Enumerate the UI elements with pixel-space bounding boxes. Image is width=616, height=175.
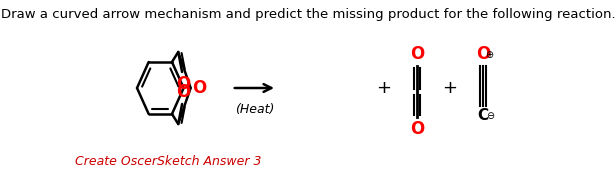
Text: O: O — [410, 120, 424, 138]
Text: Create OscerSketch Answer 3: Create OscerSketch Answer 3 — [75, 155, 261, 168]
Text: O: O — [476, 45, 490, 63]
Text: (Heat): (Heat) — [235, 103, 274, 116]
Text: O: O — [176, 75, 190, 93]
Text: +: + — [376, 79, 391, 97]
Text: ⊖: ⊖ — [486, 111, 494, 121]
Text: +: + — [442, 79, 457, 97]
Text: Draw a curved arrow mechanism and predict the missing product for the following : Draw a curved arrow mechanism and predic… — [1, 8, 615, 21]
Text: C: C — [477, 108, 488, 123]
Text: O: O — [176, 83, 190, 101]
Text: ⊕: ⊕ — [485, 50, 493, 60]
Text: O: O — [410, 45, 424, 63]
Text: O: O — [192, 79, 206, 97]
